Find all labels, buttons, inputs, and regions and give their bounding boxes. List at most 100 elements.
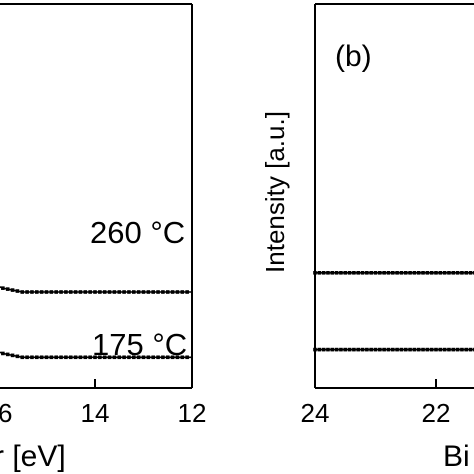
panel-b-data-point (330, 347, 335, 352)
panel-b-data-point (451, 347, 456, 352)
panel-a-series (0, 286, 192, 360)
panel-a-data-point (132, 355, 136, 360)
panel-a-x-ticks: 16 14 12 (0, 379, 206, 428)
series-label-175: 175 °C (92, 327, 187, 362)
panel-b-data-point (429, 347, 434, 352)
panel-b-data-point (339, 347, 343, 352)
panel-b-data-point (360, 347, 365, 352)
panel-a-data-point (180, 290, 185, 294)
panel-b-data-point (317, 271, 322, 275)
panel-a-data-point (127, 355, 131, 360)
panel-b-data-point (447, 271, 451, 275)
panel-b-data-point (378, 271, 382, 275)
panel-a-data-point (141, 290, 146, 294)
panel-b-data-point (313, 347, 317, 352)
panel-b-data-point (412, 271, 417, 275)
panel-b-x-axis-label: Bi (443, 440, 470, 473)
panel-a: 16 14 12 260 °C 175 °C r [eV] (0, 3, 206, 473)
panel-b-data-point (395, 271, 399, 275)
panel-a-tick-label: 16 (0, 398, 12, 428)
panel-a-data-point (185, 290, 189, 294)
panel-b-data-point (460, 347, 464, 352)
panel-a-data-point (1, 286, 5, 290)
panel-a-data-point (93, 290, 97, 294)
panel-b-data-point (347, 347, 352, 352)
panel-b-data-point (399, 271, 404, 275)
panel-b-data-point (390, 271, 395, 275)
panel-a-data-point (122, 290, 126, 294)
panel-b-data-point (321, 271, 326, 275)
panel-b-data-point (365, 271, 369, 275)
panel-a-data-point (83, 290, 88, 294)
panel-a-data-point (141, 355, 146, 360)
panel-b-data-point (438, 347, 443, 352)
panel-a-data-point (161, 355, 165, 360)
panel-a-data-point (39, 355, 44, 360)
panel-b-data-point (416, 347, 421, 352)
panel-b-data-point (382, 347, 386, 352)
panel-b-x-ticks: 24 22 (301, 379, 450, 428)
panel-a-data-point (175, 355, 180, 360)
panel-a-data-point (30, 355, 34, 360)
panel-a-data-point (15, 289, 20, 293)
panel-a-data-point (127, 290, 131, 294)
panel-a-data-point (107, 290, 112, 294)
panel-b-data-point (347, 271, 352, 275)
panel-a-data-point (132, 290, 136, 294)
panel-b-data-point (421, 271, 425, 275)
panel-b-data-point (365, 347, 369, 352)
panel-a-data-point (83, 355, 88, 360)
panel-b-data-point (352, 347, 356, 352)
panel-b-data-point (464, 347, 469, 352)
panel-a-data-point (49, 355, 54, 360)
panel-b-data-point (373, 347, 378, 352)
panel-a-data-point (39, 290, 44, 294)
panel-b-data-point (442, 271, 447, 275)
panel-b-data-point (313, 271, 317, 275)
panel-b-data-point (390, 347, 395, 352)
panel-a-data-point (1, 351, 5, 356)
panel-a-data-point (73, 355, 78, 360)
panel-b-data-point (460, 271, 464, 275)
panel-a-data-point (35, 290, 39, 294)
panel-a-data-point (25, 290, 29, 294)
panel-a-data-point (15, 354, 20, 359)
panel-a-data-point (78, 290, 83, 294)
panel-b-data-point (386, 347, 391, 352)
panel-a-data-point (73, 290, 78, 294)
panel-a-data-point (102, 355, 107, 360)
panel-b-data-point (356, 347, 361, 352)
panel-b-data-point (334, 271, 339, 275)
panel-a-data-point (112, 355, 117, 360)
panel-b-data-point (352, 271, 356, 275)
panel-b-data-point (326, 347, 330, 352)
panel-a-data-point (151, 355, 155, 360)
panel-b-data-point (330, 271, 335, 275)
panel-a-tick-label: 12 (178, 398, 207, 428)
panel-a-data-point (112, 290, 117, 294)
panel-a-data-point (10, 353, 15, 358)
panel-a-data-point (68, 355, 73, 360)
panel-b-y-axis-label: Intensity [a.u.] (260, 111, 290, 273)
panel-a-data-point (165, 355, 170, 360)
panel-b-data-point (442, 347, 447, 352)
panel-a-data-point (49, 290, 54, 294)
panel-a-data-point (35, 355, 39, 360)
panel-b-data-point (373, 271, 378, 275)
panel-a-data-point (5, 352, 10, 357)
panel-b-data-point (369, 347, 373, 352)
panel-a-data-point (175, 290, 180, 294)
panel-a-data-point (88, 290, 92, 294)
panel-b-data-point (343, 347, 348, 352)
panel-a-data-point (44, 290, 49, 294)
panel-b-data-point (403, 347, 408, 352)
panel-a-data-point (165, 290, 170, 294)
panel-b-data-point (403, 271, 408, 275)
panel-b-data-point (334, 347, 339, 352)
panel-a-data-point (59, 355, 63, 360)
panel-b-data-point (438, 271, 443, 275)
panel-b-data-point (455, 347, 460, 352)
panel-b-data-point (434, 347, 438, 352)
panel-a-data-point (107, 355, 112, 360)
